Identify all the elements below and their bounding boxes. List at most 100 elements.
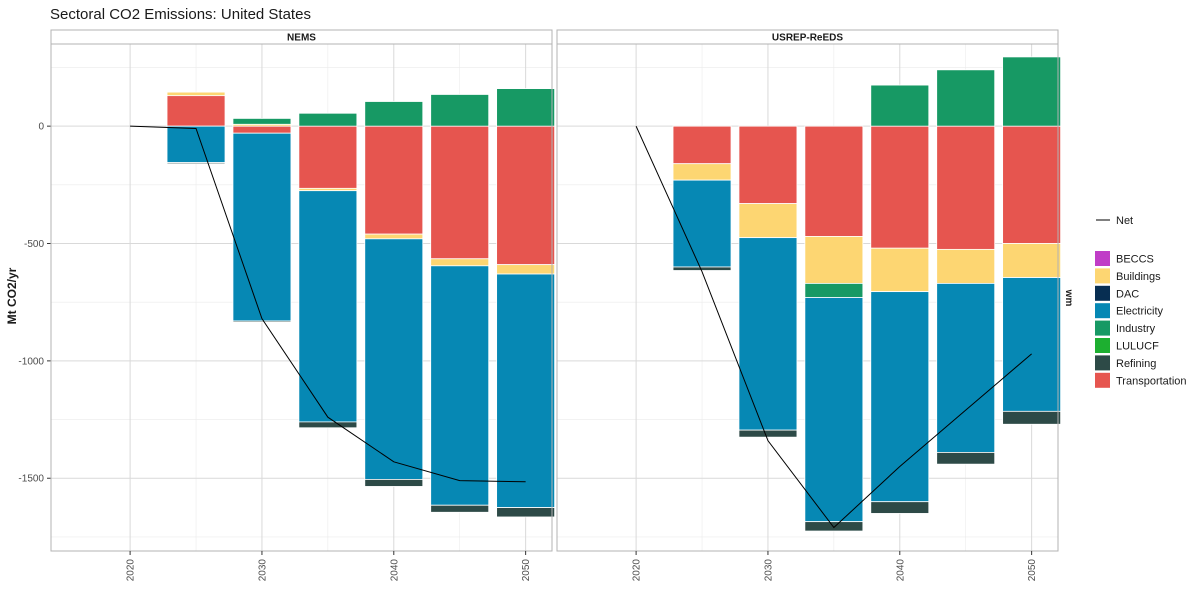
bar-electricity-2045 <box>936 283 996 453</box>
net-line <box>635 125 1032 529</box>
bars <box>672 56 1062 532</box>
legend-label-transportation: Transportation <box>1116 375 1187 387</box>
x-tick-label: 2040 <box>389 559 400 582</box>
x-tick-label: 2040 <box>895 559 906 582</box>
bar-transportation-2035 <box>804 125 864 237</box>
bar-electricity-2040 <box>870 291 930 503</box>
bar-electricity-2045 <box>430 265 490 506</box>
bar-buildings-2025 <box>672 163 732 181</box>
bar-buildings-2030 <box>738 203 798 239</box>
bar-buildings-2025 <box>166 91 226 97</box>
bar-refining-2050 <box>1002 410 1062 425</box>
legend-label-buildings: Buildings <box>1116 271 1161 283</box>
net-line <box>130 125 526 483</box>
bar-transportation-2025 <box>166 95 226 127</box>
bar-transportation-2045 <box>430 125 490 260</box>
bar-industry-2045 <box>430 94 490 127</box>
bar-industry-2045 <box>936 69 996 127</box>
bar-industry-2050 <box>496 88 556 127</box>
bar-buildings-2045 <box>430 258 490 267</box>
chart-title: Sectoral CO2 Emissions: United States <box>50 6 311 23</box>
bar-industry-2035 <box>804 283 864 298</box>
y-tick-label: -500 <box>24 239 44 250</box>
bar-industry-2035 <box>298 112 358 127</box>
legend-swatch-transportation <box>1095 372 1110 388</box>
bar-refining-2050 <box>496 507 556 518</box>
bars <box>166 88 556 518</box>
bar-buildings-2050 <box>496 264 556 275</box>
legend-swatch-lulucf <box>1095 338 1110 353</box>
panel-strip-label: NEMS <box>287 33 316 44</box>
x-tick-label: 2020 <box>126 559 137 582</box>
bar-electricity-2035 <box>804 297 864 523</box>
bar-transportation-2025 <box>672 125 732 165</box>
bar-buildings-2035 <box>804 236 864 284</box>
x-tick-label: 2030 <box>763 559 774 582</box>
y-tick-label: 0 <box>38 122 44 133</box>
bar-refining-2035 <box>298 421 358 429</box>
bar-electricity-2035 <box>298 190 358 423</box>
panel-border <box>50 43 553 552</box>
x-tick-label: 2030 <box>257 559 268 582</box>
y-tick-label: -1500 <box>18 474 44 485</box>
y-tick-label: -1000 <box>18 356 44 367</box>
bar-refining-2040 <box>870 501 930 514</box>
bar-electricity-2030 <box>232 132 292 322</box>
legend-label-dac: DAC <box>1116 288 1139 300</box>
bar-refining-2045 <box>936 452 996 465</box>
bar-buildings-2045 <box>936 248 996 284</box>
bar-transportation-2040 <box>364 125 424 235</box>
bar-electricity-2050 <box>1002 277 1062 412</box>
bar-transportation-2045 <box>936 125 996 250</box>
x-tick-label: 2020 <box>632 559 643 582</box>
panel-nems: NEMS 2020 2030 2040 2050 <box>50 29 556 582</box>
right-strip-label: wm <box>1063 289 1074 307</box>
bar-industry-2050 <box>1002 56 1062 127</box>
panel-usrep-reeds: USREP-ReEDS 2020 2030 2040 2050 <box>556 29 1062 582</box>
legend-label-lulucf: LULUCF <box>1116 341 1159 353</box>
bar-refining-2030 <box>232 320 292 323</box>
bar-transportation-2040 <box>870 125 930 249</box>
bar-electricity-2030 <box>738 237 798 431</box>
bar-electricity-2050 <box>496 273 556 508</box>
bar-industry-2030 <box>232 118 292 125</box>
legend-label-industry: Industry <box>1116 323 1156 335</box>
bar-transportation-2030 <box>738 125 798 205</box>
bar-refining-2035 <box>804 521 864 532</box>
legend-swatch-dac <box>1095 285 1110 301</box>
bar-refining-2025 <box>166 162 226 165</box>
legend-swatch-industry <box>1095 320 1110 336</box>
legend-label-beccs: BECCS <box>1116 254 1154 266</box>
bar-transportation-2035 <box>298 125 358 189</box>
bar-industry-2040 <box>870 84 930 127</box>
legend-label-refining: Refining <box>1116 358 1156 370</box>
legend-net-label: Net <box>1116 215 1133 227</box>
x-tick-label: 2050 <box>1027 559 1038 582</box>
y-axis-title: Mt CO2/yr <box>5 267 19 324</box>
bar-transportation-2050 <box>496 125 556 266</box>
x-tick-label: 2050 <box>521 559 532 582</box>
bar-industry-2040 <box>364 101 424 127</box>
panel-strip-label: USREP-ReEDS <box>772 33 843 44</box>
bar-buildings-2040 <box>364 233 424 240</box>
legend-swatch-buildings <box>1095 268 1110 284</box>
legend-swatch-beccs <box>1095 251 1110 266</box>
bar-refining-2030 <box>738 429 798 438</box>
bar-buildings-2040 <box>870 247 930 293</box>
bar-transportation-2030 <box>232 125 292 134</box>
bar-refining-2040 <box>364 479 424 487</box>
panel-border <box>556 43 1059 552</box>
bar-refining-2025 <box>672 266 732 271</box>
bar-electricity-2040 <box>364 238 424 480</box>
legend-swatch-electricity <box>1095 303 1110 319</box>
bar-transportation-2050 <box>1002 125 1062 244</box>
bar-buildings-2050 <box>1002 243 1062 278</box>
legend: Net BECCS Buildings DAC Electricity Industry L… <box>1095 215 1187 388</box>
bar-electricity-2025 <box>672 179 732 268</box>
legend-label-electricity: Electricity <box>1116 306 1164 318</box>
bar-refining-2045 <box>430 504 490 513</box>
legend-swatch-refining <box>1095 355 1110 371</box>
bar-electricity-2025 <box>166 125 226 163</box>
